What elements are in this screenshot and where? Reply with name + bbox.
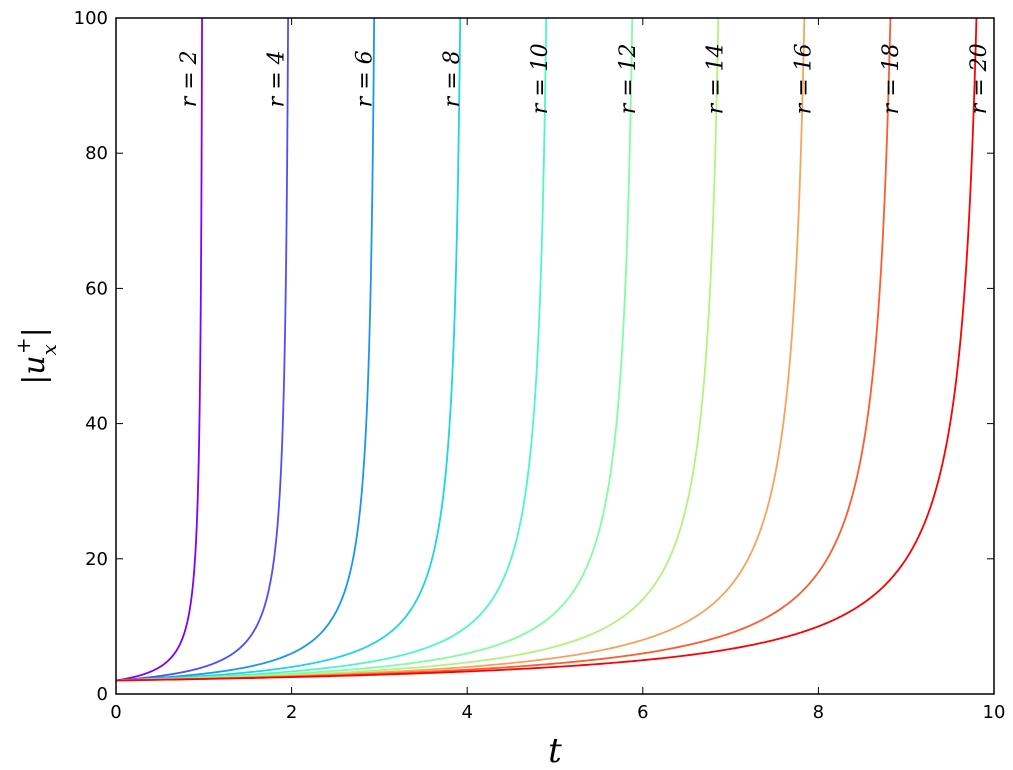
x-tick-label: 6 (637, 702, 648, 723)
series-line-r20 (116, 18, 978, 682)
series-line-r18 (116, 18, 892, 682)
series-label-r8: r = 8 (440, 50, 465, 107)
x-tick-label: 2 (286, 702, 297, 723)
x-axis-label: t (548, 731, 562, 770)
series-label-r14: r = 14 (704, 43, 729, 114)
y-tick-label: 80 (85, 143, 108, 164)
series-label-r2: r = 2 (177, 50, 202, 107)
x-tick-label: 0 (110, 702, 121, 723)
ticks-layer (115, 17, 995, 695)
curve-labels-layer: r = 2 r = 4 r = 6 r = 8 r = 10 r = 12 r = 14 r … (177, 43, 992, 114)
x-tick-label: 8 (813, 702, 824, 723)
series-label-r18: r = 18 (879, 43, 904, 114)
series-line-r10 (116, 18, 548, 682)
y-axis-label: |ux+| (11, 327, 61, 385)
y-tick-label: 40 (85, 414, 108, 435)
y-tick-label: 0 (97, 684, 108, 705)
y-tick-label: 100 (74, 8, 108, 29)
series-line-r6 (116, 18, 376, 682)
series-line-r2 (116, 18, 203, 682)
series-label-r20: r = 20 (967, 43, 992, 114)
series-line-r8 (116, 18, 462, 682)
series-label-r10: r = 10 (528, 43, 553, 114)
series-label-r12: r = 12 (616, 43, 641, 114)
series-line-r16 (116, 18, 806, 682)
series-label-r4: r = 4 (265, 50, 290, 107)
plot-frame (115, 17, 995, 695)
y-tick-label: 60 (85, 278, 108, 299)
series-label-r16: r = 16 (791, 43, 816, 114)
y-tick-label: 20 (85, 549, 108, 570)
series-label-r6: r = 6 (352, 50, 377, 107)
series-line-r4 (116, 18, 289, 682)
x-tick-label: 4 (461, 702, 472, 723)
series-line-r14 (116, 18, 720, 682)
curves-layer (116, 18, 978, 682)
x-tick-label: 10 (983, 702, 1006, 723)
series-line-r12 (116, 18, 634, 682)
